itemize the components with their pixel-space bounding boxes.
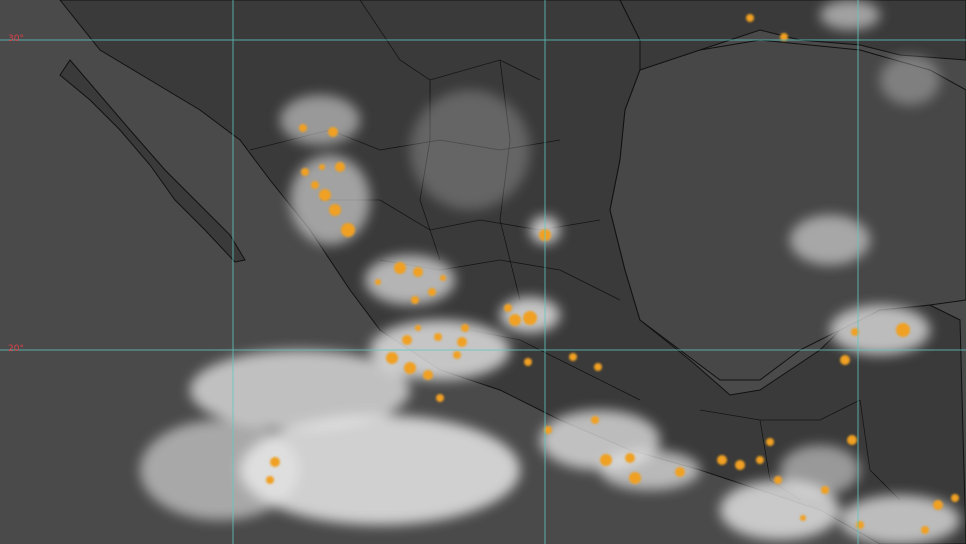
storm-cells: [266, 14, 959, 534]
cloud-cover: [140, 0, 960, 544]
baja-california: [59, 59, 246, 263]
land-gulf-north: [619, 0, 966, 81]
latitude-label-30: 30°: [8, 34, 24, 44]
gulf-of-mexico: [609, 39, 966, 381]
latitude-label-20: 20°: [8, 344, 24, 354]
